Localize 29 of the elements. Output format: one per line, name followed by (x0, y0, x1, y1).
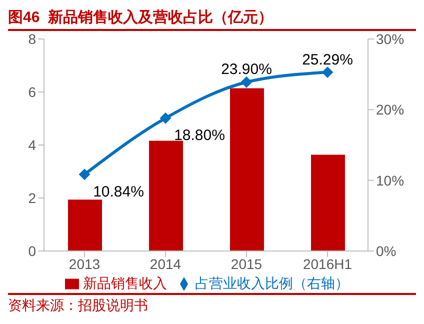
point (241, 76, 252, 88)
x-tick-label: 2015 (230, 256, 262, 272)
y2-tick-label: 10% (376, 172, 404, 188)
y-tick-label: 4 (28, 136, 36, 153)
data-label: 10.84% (93, 183, 144, 200)
x-tick-label: 2013 (68, 256, 100, 272)
x-tick-label: 2016H1 (302, 256, 352, 272)
y2-tick-label: 0% (376, 242, 396, 259)
point (79, 168, 90, 180)
data-label: 23.90% (221, 61, 272, 78)
point (160, 112, 171, 124)
chart-title: 图46 新品销售收入及营收占比（亿元） (8, 8, 416, 31)
legend-label: 占营业收入比例（右轴） (195, 275, 349, 291)
bar (311, 154, 345, 251)
data-label: 25.29% (302, 51, 353, 68)
legend-label: 新品销售收入 (83, 275, 167, 291)
y-tick-label: 8 (28, 30, 36, 47)
point (322, 66, 333, 78)
bar (68, 200, 102, 251)
y-tick-label: 0 (28, 242, 36, 259)
y2-tick-label: 20% (376, 102, 404, 118)
bar (149, 140, 183, 251)
text: 资料来源：招股说明书 (8, 293, 416, 315)
data-label: 18.80% (174, 127, 225, 144)
y2-tick-label: 30% (376, 30, 404, 47)
y-tick-label: 2 (28, 190, 36, 206)
x-tick-label: 2014 (150, 256, 182, 272)
bar (230, 88, 264, 251)
y-tick-label: 6 (28, 84, 36, 100)
